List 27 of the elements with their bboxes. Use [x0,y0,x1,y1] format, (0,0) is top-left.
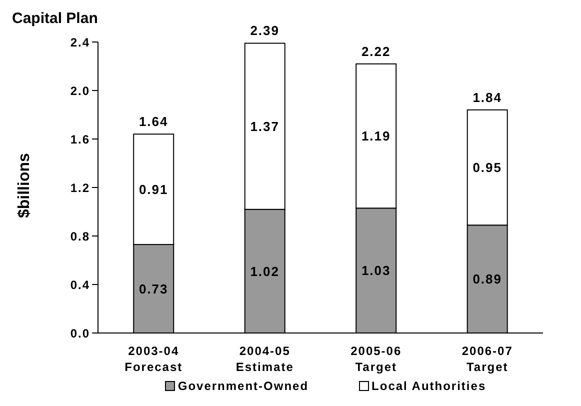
y-tick-label: 1.6 [70,132,90,146]
data-label: 0.89 [472,272,502,287]
data-label: 0.73 [138,281,168,296]
data-label: 0.95 [472,160,502,176]
y-tick-label: 2.0 [70,84,90,98]
legend-label: Local Authorities [370,379,486,393]
chart-title: Capital Plan [12,10,98,27]
data-label: 1.37 [250,118,280,134]
data-label: 1.03 [361,263,391,278]
data-label: 1.19 [361,128,391,144]
x-tick-label: 2005-06 Target [350,344,402,374]
total-label: 1.64 [138,114,168,130]
y-tick-label: 0.0 [70,326,90,340]
total-label: 2.39 [250,23,280,38]
y-axis-title: $billions [16,153,34,218]
y-tick-label: 2.4 [70,35,90,50]
total-label: 1.84 [472,90,502,105]
data-label: 1.02 [250,264,280,279]
total-label: 2.22 [361,44,391,59]
x-tick-label: 2006-07 Target [462,344,513,374]
x-tick-label: 2004-05 Estimate [236,344,294,374]
y-tick-label: 0.4 [70,278,90,292]
y-tick-label: 1.2 [70,180,90,195]
y-tick-label: 0.8 [70,229,90,244]
data-label: 0.91 [138,182,168,197]
legend-label: Government-Owned [176,379,309,393]
x-tick-label: 2003-04 Forecast [124,344,183,374]
